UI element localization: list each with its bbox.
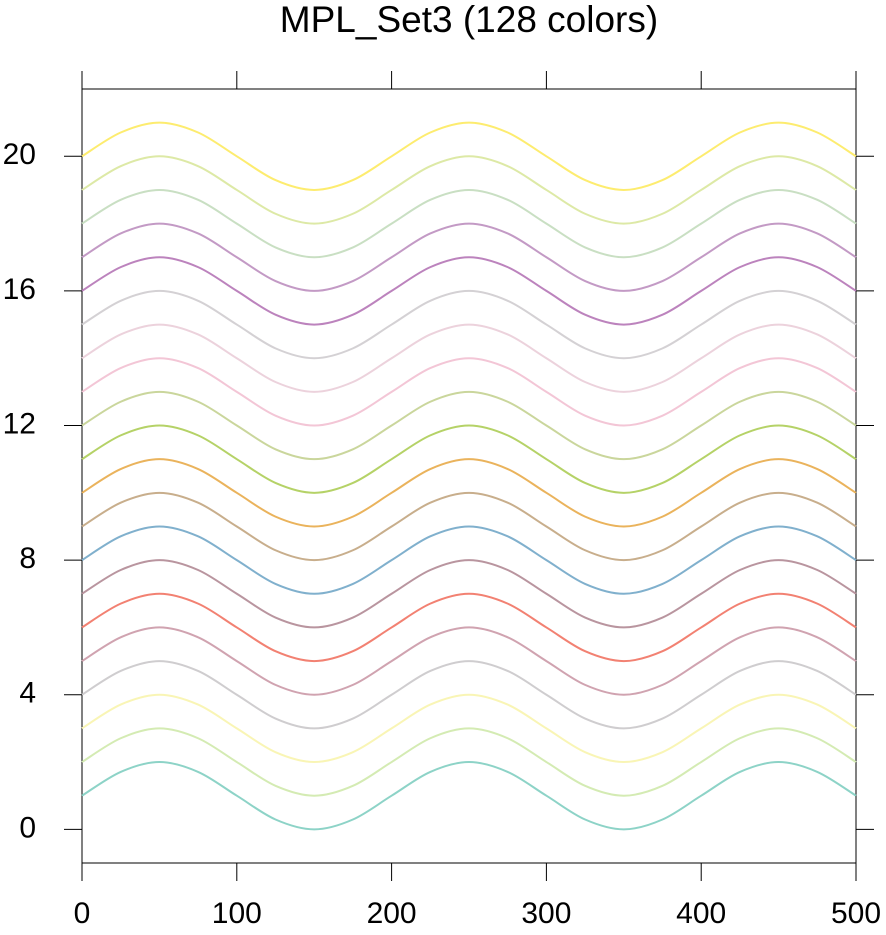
line [81, 390, 857, 461]
line [81, 289, 857, 360]
line [81, 121, 857, 191]
line [81, 693, 857, 764]
x-tick-label: 300 [521, 897, 571, 930]
x-tick-label: 100 [212, 897, 262, 930]
x-tick-label: 0 [74, 897, 91, 930]
line [81, 188, 857, 259]
y-tick-label: 16 [3, 273, 36, 306]
line [81, 222, 857, 292]
y-tick-label: 8 [19, 542, 36, 575]
x-tick-label: 200 [367, 897, 417, 930]
line [81, 323, 857, 393]
x-tick-label: 500 [831, 897, 881, 930]
line [81, 458, 857, 528]
x-tick-label: 400 [676, 897, 726, 930]
line [81, 660, 857, 730]
line [81, 491, 857, 562]
y-tick-label: 4 [19, 677, 36, 710]
chart-title: MPL_Set3 (128 colors) [280, 0, 658, 40]
y-tick-label: 0 [19, 811, 36, 844]
line [81, 592, 857, 663]
line [81, 256, 857, 326]
line [81, 424, 857, 494]
plot-frame [81, 88, 857, 864]
line [81, 525, 857, 595]
line [81, 559, 857, 629]
line [81, 626, 857, 696]
y-tick-label: 12 [3, 407, 36, 440]
y-tick-label: 20 [3, 138, 36, 171]
line [81, 727, 857, 797]
line [81, 761, 857, 831]
line [81, 357, 857, 427]
line [81, 155, 857, 225]
